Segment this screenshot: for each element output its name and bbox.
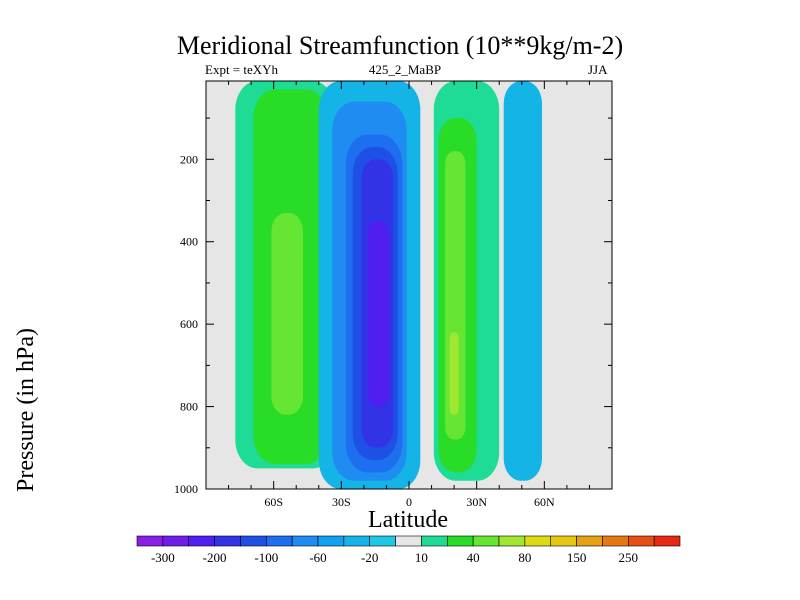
y-tick-label: 600 [180, 317, 198, 331]
colorbar-box [498, 535, 526, 547]
x-axis-label: Latitude [368, 507, 448, 533]
colorbar-box [317, 535, 345, 547]
y-axis-label: Pressure (in hPa) [13, 328, 39, 492]
y-tick-label: 400 [180, 235, 198, 249]
colorbar-box [395, 535, 422, 547]
colorbar-box [602, 535, 629, 547]
x-tick-label: 30N [466, 495, 487, 509]
colorbar-label: -20 [361, 550, 378, 565]
chart-title: Meridional Streamfunction (10**9kg/m-2) [176, 31, 624, 60]
nh-negative-cell [503, 81, 542, 481]
sh-positive-cell-band-2 [271, 212, 303, 415]
y-tick-label: 1000 [174, 482, 198, 496]
colorbar-box [627, 535, 655, 547]
colorbar-box [472, 535, 500, 547]
colorbar-label: -300 [151, 550, 175, 565]
colorbar-label: -60 [309, 550, 326, 565]
x-tick-label: 60N [534, 495, 555, 509]
y-tick-label: 200 [180, 152, 198, 166]
x-tick-label: 0 [406, 495, 412, 509]
colorbar-label: 150 [567, 550, 587, 565]
axis-ticks: 60S 30S 0 30N 60N 200 400 600 800 1000 [174, 81, 612, 509]
colorbar-box [446, 535, 474, 547]
colorbar-label: 250 [619, 550, 639, 565]
tropical-negative-cell-band-5 [368, 221, 389, 407]
colorbar-box [369, 535, 396, 547]
contour-fills [235, 81, 542, 489]
sh-positive-cell [235, 81, 335, 469]
nh-positive-cell-band-3 [449, 332, 459, 415]
colorbar-box [188, 535, 215, 547]
colorbar-label: 40 [467, 550, 480, 565]
season-label: JJA [588, 62, 608, 77]
x-tick-label: 60S [264, 495, 283, 509]
nh-negative-cell-band-0 [503, 81, 542, 481]
colorbar-box [576, 535, 603, 547]
colorbar-box [291, 535, 319, 547]
colorbar: -300 -200 -100 -60 -20 10 40 80 150 250 [136, 535, 681, 565]
experiment-label: Expt = teXYh [205, 62, 279, 77]
y-tick-label: 800 [180, 400, 198, 414]
colorbar-box [240, 535, 267, 547]
nh-positive-cell [433, 81, 500, 481]
colorbar-box [136, 535, 164, 547]
colorbar-box [265, 535, 293, 547]
x-tick-label: 30S [332, 495, 351, 509]
plot-frame [205, 80, 613, 490]
run-label: 425_2_MaBP [368, 62, 442, 77]
y-axis-label-rot: Pressure (in hPa) [12, 290, 42, 530]
colorbar-label: 80 [518, 550, 531, 565]
colorbar-box [421, 535, 448, 547]
colorbar-label: -100 [254, 550, 278, 565]
colorbar-box [214, 535, 241, 547]
colorbar-box [550, 535, 577, 547]
colorbar-box [653, 535, 681, 547]
colorbar-label: 10 [415, 550, 428, 565]
colorbar-box [162, 535, 190, 547]
colorbar-box [524, 535, 552, 547]
colorbar-label: -200 [203, 550, 227, 565]
colorbar-box [343, 535, 371, 547]
tropical-negative-cell [318, 81, 421, 489]
